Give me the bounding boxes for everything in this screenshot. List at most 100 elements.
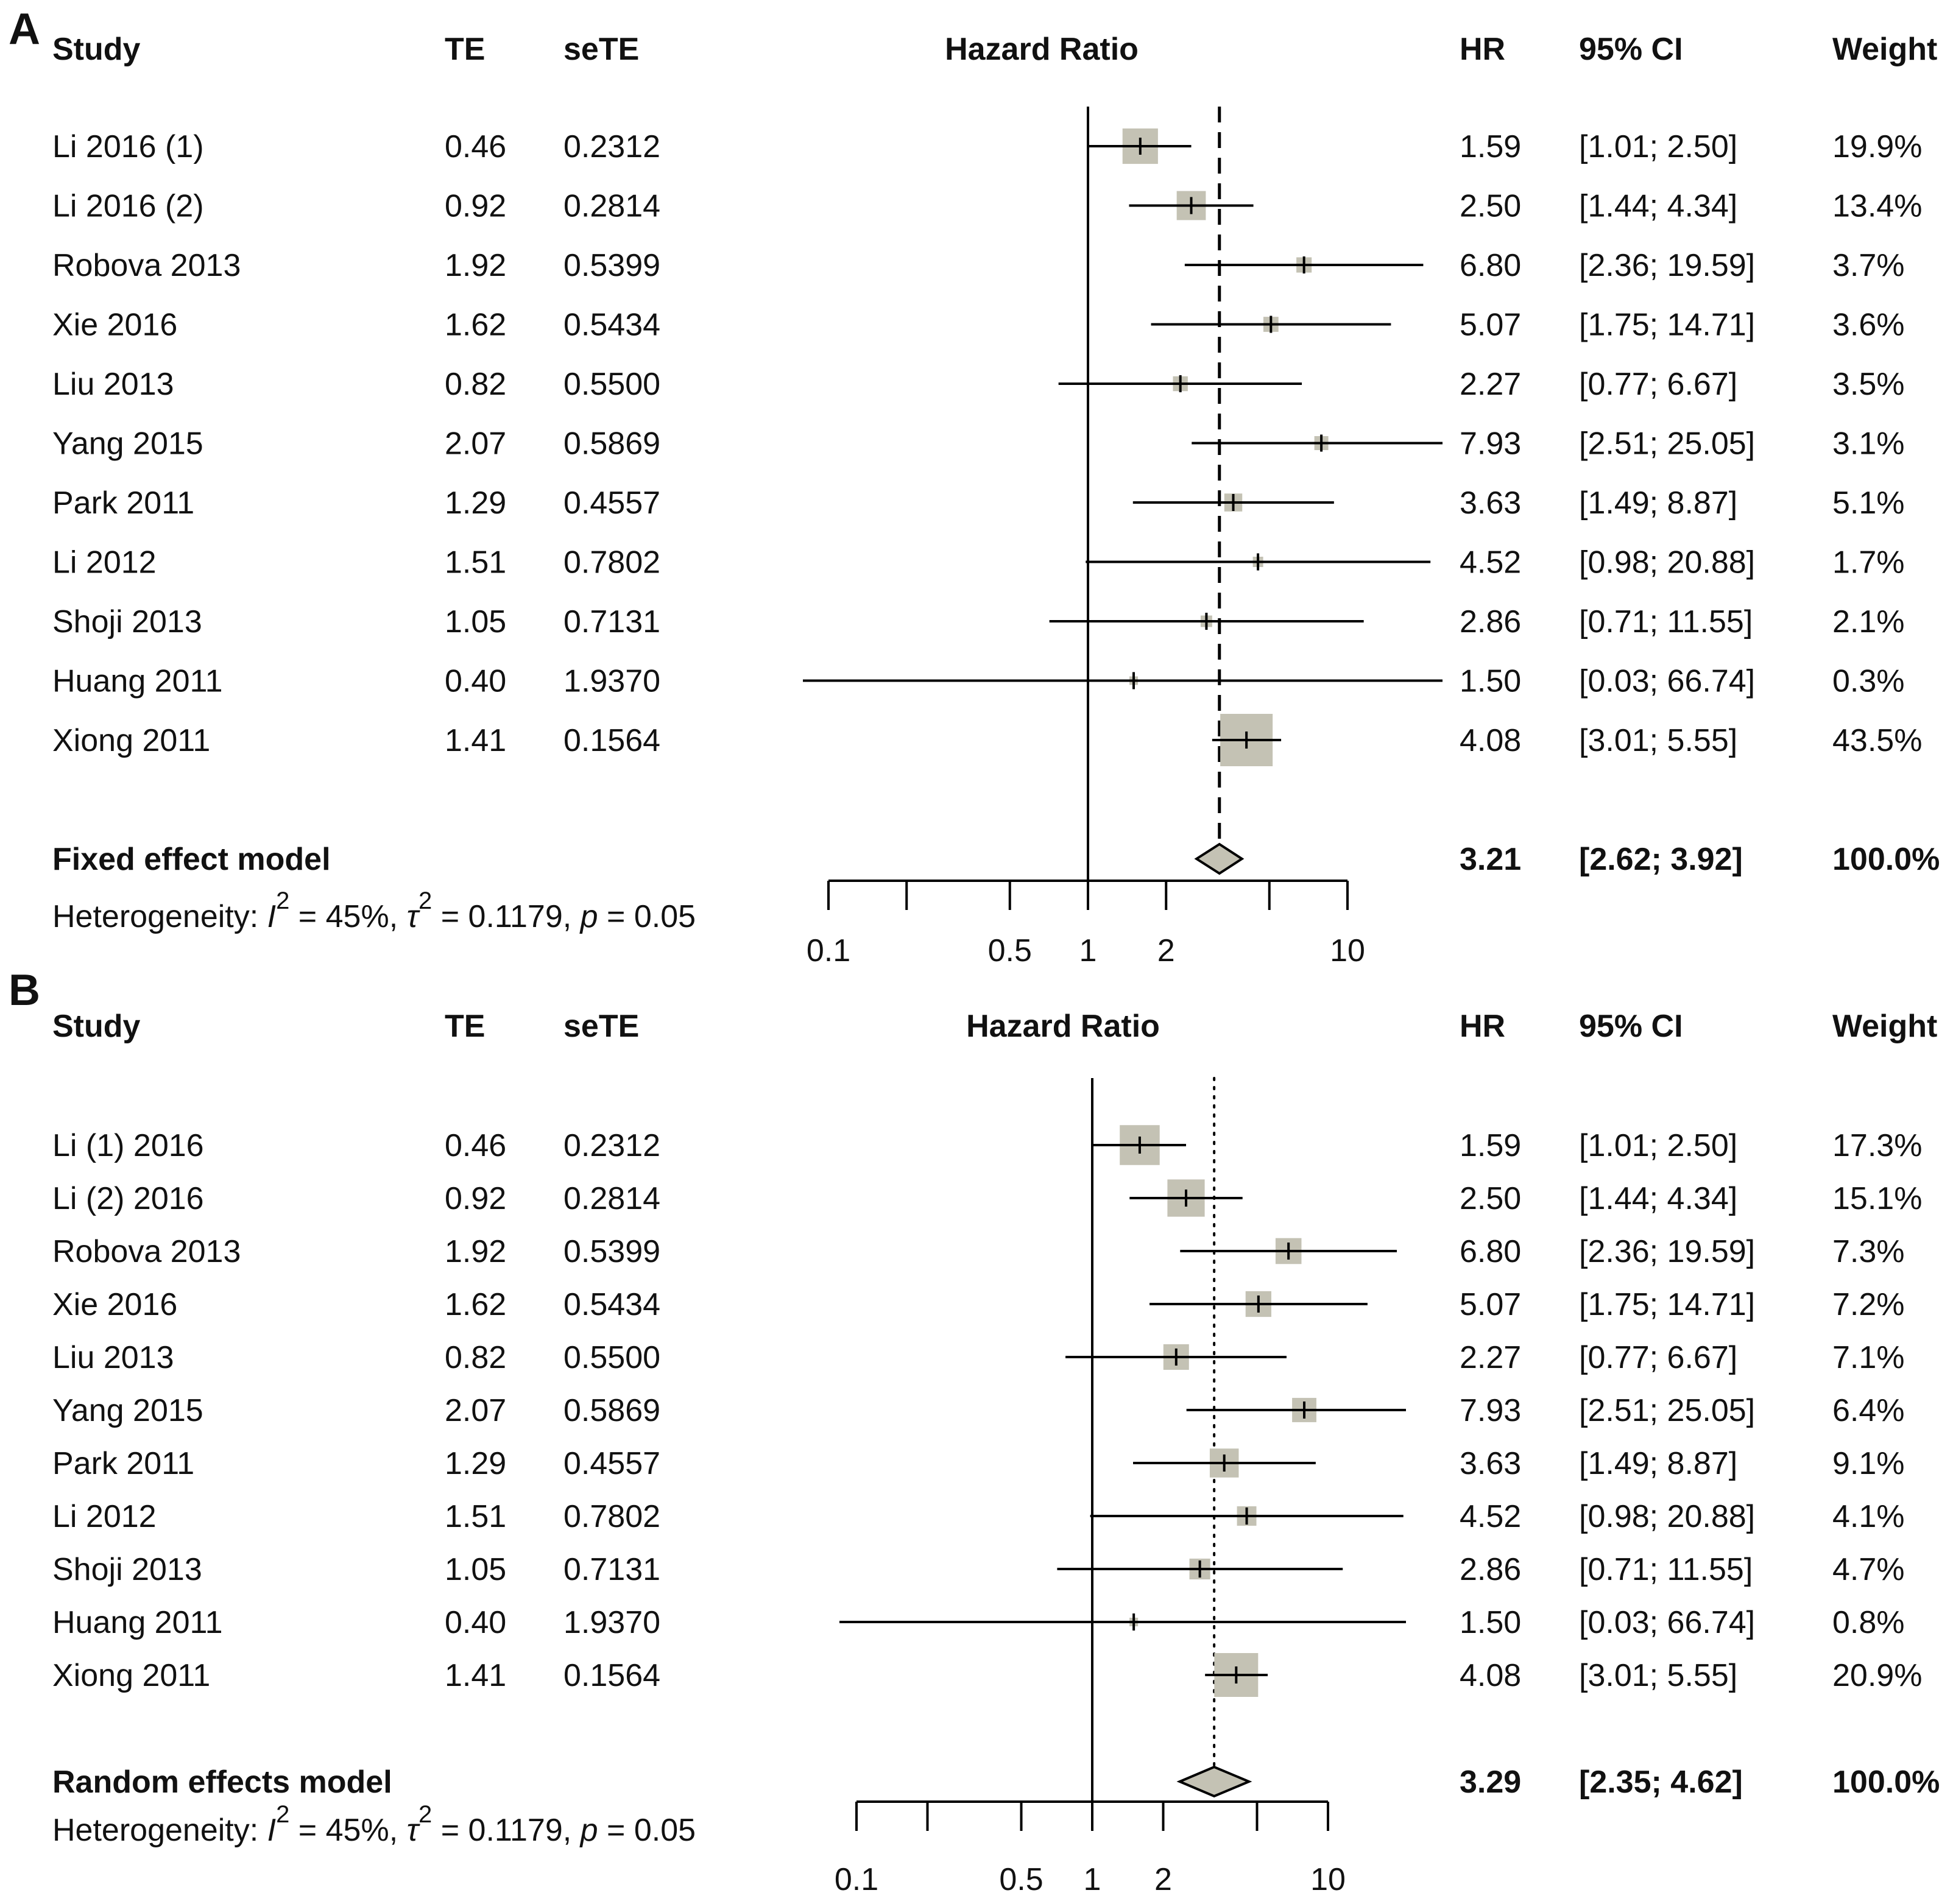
study-sete: 0.7802	[563, 1499, 660, 1534]
study-row: Shoji 2013 1.05 0.7131 2.86 [0.71; 11.55] 4.7…	[52, 1552, 1905, 1587]
study-row: Xie 2016 1.62 0.5434 5.07 [1.75; 14.71] 3.6%	[52, 308, 1905, 343]
study-sete: 0.5500	[563, 1340, 660, 1375]
study-sete: 0.1564	[563, 1658, 660, 1693]
study-sete: 0.5434	[563, 1287, 660, 1322]
study-hr: 2.50	[1460, 1181, 1521, 1216]
study-sete: 0.2312	[563, 129, 660, 164]
study-te: 1.92	[445, 248, 506, 283]
study-sete: 0.4557	[563, 485, 660, 521]
study-ci: [0.98; 20.88]	[1579, 545, 1755, 580]
study-name: Yang 2015	[52, 426, 203, 462]
heterogeneity-text: Heterogeneity: I2 = 45%, τ2 = 0.1179, p …	[52, 887, 696, 934]
study-hr: 2.50	[1460, 189, 1521, 224]
study-hr: 6.80	[1460, 248, 1521, 283]
study-hr: 2.86	[1460, 1552, 1521, 1587]
study-hr: 4.52	[1460, 1499, 1521, 1534]
study-weight: 3.5%	[1832, 367, 1905, 402]
study-ci: [1.44; 4.34]	[1579, 189, 1737, 224]
x-tick-label: 10	[1310, 1862, 1346, 1897]
study-name: Yang 2015	[52, 1393, 203, 1428]
study-name: Huang 2011	[52, 664, 223, 699]
study-row: Liu 2013 0.82 0.5500 2.27 [0.77; 6.67] 7.1%	[52, 1340, 1905, 1375]
study-ci: [0.71; 11.55]	[1579, 1552, 1753, 1587]
study-te: 1.41	[445, 1658, 506, 1693]
study-row: Xiong 2011 1.41 0.1564 4.08 [3.01; 5.55] 20.9…	[52, 1653, 1922, 1697]
study-sete: 0.7131	[563, 604, 660, 640]
header-ci: 95% CI	[1579, 32, 1683, 67]
study-ci: [3.01; 5.55]	[1579, 723, 1737, 758]
study-sete: 1.9370	[563, 664, 660, 699]
study-name: Xie 2016	[52, 308, 177, 343]
study-ci: [0.98; 20.88]	[1579, 1499, 1755, 1534]
study-ci: [2.51; 25.05]	[1579, 426, 1755, 462]
study-row: Shoji 2013 1.05 0.7131 2.86 [0.71; 11.55] 2.1…	[52, 604, 1905, 640]
study-weight: 6.4%	[1832, 1393, 1905, 1428]
summary-ci: [2.62; 3.92]	[1579, 842, 1743, 877]
summary-hr: 3.29	[1460, 1765, 1521, 1800]
study-row: Li 2016 (2) 0.92 0.2814 2.50 [1.44; 4.34] 13.…	[52, 189, 1922, 224]
study-hr: 3.63	[1460, 485, 1521, 521]
panel-label: B	[9, 966, 40, 1015]
study-hr: 2.27	[1460, 1340, 1521, 1375]
study-weight: 15.1%	[1832, 1181, 1922, 1216]
study-row: Xie 2016 1.62 0.5434 5.07 [1.75; 14.71] 7.2%	[52, 1287, 1905, 1322]
study-name: Liu 2013	[52, 367, 174, 402]
study-hr: 4.52	[1460, 545, 1521, 580]
study-name: Shoji 2013	[52, 1552, 202, 1587]
header-sete: seTE	[563, 32, 639, 67]
x-tick-label: 1	[1079, 933, 1097, 968]
study-te: 1.29	[445, 1446, 506, 1481]
study-weight: 19.9%	[1832, 129, 1922, 164]
study-ci: [2.36; 19.59]	[1579, 248, 1755, 283]
study-hr: 7.93	[1460, 1393, 1521, 1428]
study-weight: 5.1%	[1832, 485, 1905, 521]
study-hr: 5.07	[1460, 1287, 1521, 1322]
study-name: Li 2016 (2)	[52, 189, 204, 224]
study-te: 1.62	[445, 1287, 506, 1322]
study-row: Robova 2013 1.92 0.5399 6.80 [2.36; 19.59] 7.…	[52, 1234, 1905, 1269]
study-name: Li (1) 2016	[52, 1128, 204, 1163]
panel-label: A	[9, 5, 40, 54]
study-sete: 0.5869	[563, 1393, 660, 1428]
summary-diamond	[1194, 842, 1245, 875]
study-row: Li 2016 (1) 0.46 0.2312 1.59 [1.01; 2.50] 19.…	[52, 128, 1922, 164]
study-te: 0.82	[445, 367, 506, 402]
study-row: Huang 2011 0.40 1.9370 1.50 [0.03; 66.74] 0.8…	[52, 1605, 1905, 1640]
summary-ci: [2.35; 4.62]	[1579, 1765, 1743, 1800]
study-weight: 1.7%	[1832, 545, 1905, 580]
study-sete: 0.7131	[563, 1552, 660, 1587]
header-hazard-ratio: Hazard Ratio	[966, 1009, 1160, 1044]
study-weight: 7.1%	[1832, 1340, 1905, 1375]
heterogeneity-text: Heterogeneity: I2 = 45%, τ2 = 0.1179, p …	[52, 1801, 696, 1848]
header-study: Study	[52, 32, 141, 67]
study-hr: 3.63	[1460, 1446, 1521, 1481]
study-name: Park 2011	[52, 1446, 194, 1481]
study-row: Li 2012 1.51 0.7802 4.52 [0.98; 20.88] 4.1%	[52, 1499, 1905, 1534]
study-te: 2.07	[445, 1393, 506, 1428]
study-name: Xie 2016	[52, 1287, 177, 1322]
study-te: 0.46	[445, 129, 506, 164]
study-te: 1.51	[445, 545, 506, 580]
study-weight: 2.1%	[1832, 604, 1905, 640]
study-hr: 4.08	[1460, 723, 1521, 758]
study-name: Shoji 2013	[52, 604, 202, 640]
study-name: Liu 2013	[52, 1340, 174, 1375]
study-row: Park 2011 1.29 0.4557 3.63 [1.49; 8.87] 5.1%	[52, 485, 1905, 521]
study-hr: 1.59	[1460, 1128, 1521, 1163]
study-te: 0.92	[445, 1181, 506, 1216]
study-te: 1.92	[445, 1234, 506, 1269]
header-sete: seTE	[563, 1009, 639, 1044]
study-ci: [1.44; 4.34]	[1579, 1181, 1737, 1216]
study-hr: 5.07	[1460, 308, 1521, 343]
study-row: Liu 2013 0.82 0.5500 2.27 [0.77; 6.67] 3.5%	[52, 367, 1905, 402]
x-tick-label: 1	[1084, 1862, 1101, 1897]
summary-model-name: Random effects model	[52, 1765, 392, 1800]
study-ci: [1.01; 2.50]	[1579, 1128, 1737, 1163]
study-row: Park 2011 1.29 0.4557 3.63 [1.49; 8.87] 9.1%	[52, 1446, 1905, 1481]
summary-model-name: Fixed effect model	[52, 842, 331, 877]
study-weight: 3.1%	[1832, 426, 1905, 462]
study-ci: [2.51; 25.05]	[1579, 1393, 1755, 1428]
panel-a: A Study TE seTE Hazard Ratio HR 95% CI Weight Li…	[9, 5, 1940, 968]
header-hr: HR	[1460, 1009, 1505, 1044]
study-te: 0.46	[445, 1128, 506, 1163]
